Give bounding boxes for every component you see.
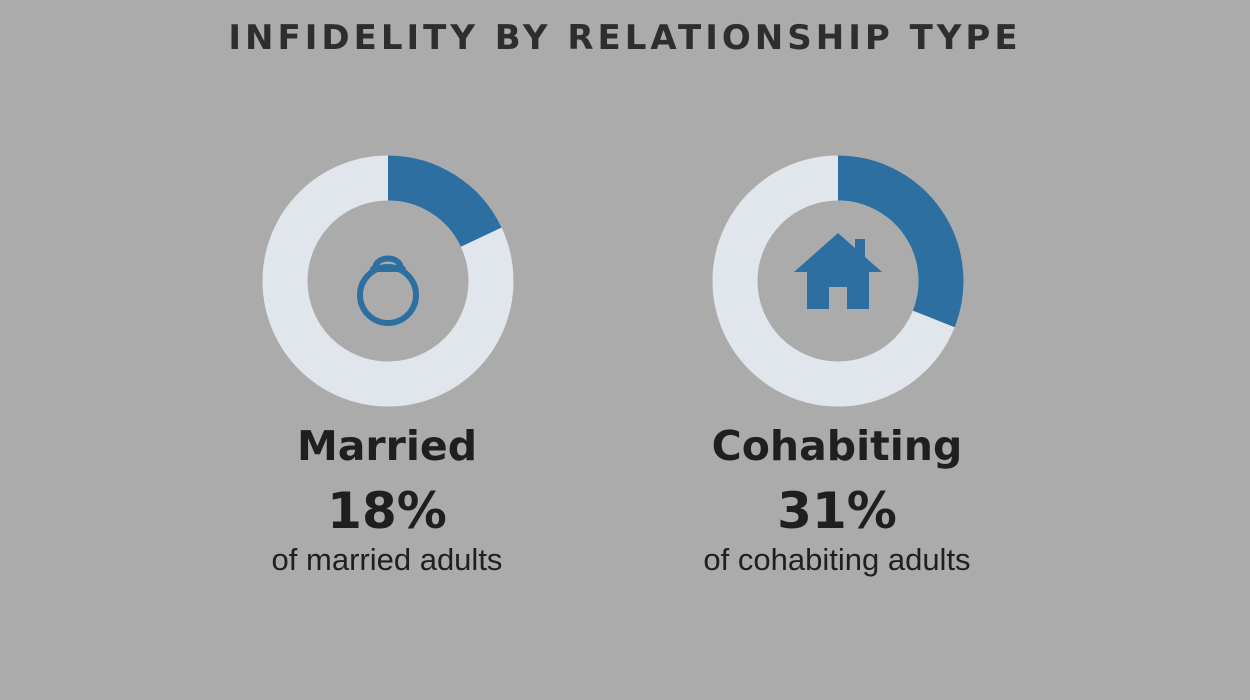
cohabiting-donut [712, 155, 964, 407]
cohabiting-panel: Cohabiting 31% of cohabiting adults [637, 155, 1037, 595]
ring-icon [357, 255, 419, 326]
chart-title: INFIDELITY BY RELATIONSHIP TYPE [228, 18, 1022, 58]
married-donut [262, 155, 514, 407]
married-donut-arc [387, 155, 502, 248]
cohabiting-label: Cohabiting [711, 422, 963, 470]
cohabiting-value: 31% [777, 482, 897, 540]
married-value: 18% [327, 482, 447, 540]
cohabiting-subtitle: of cohabiting adults [703, 542, 971, 577]
house-icon [794, 233, 882, 309]
cohabiting-donut-arc [837, 155, 964, 328]
cohabiting-donut-svg [712, 155, 964, 407]
married-panel: Married 18% of married adults [187, 155, 587, 595]
married-subtitle: of married adults [271, 542, 503, 577]
married-label: Married [296, 422, 478, 470]
married-donut-svg [262, 155, 514, 407]
